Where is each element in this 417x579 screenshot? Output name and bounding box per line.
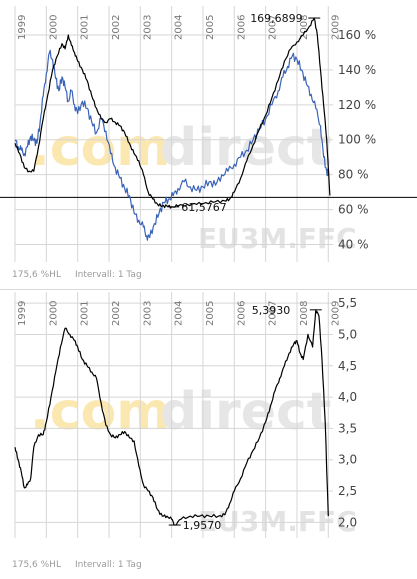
year-label: 1999 (17, 15, 28, 40)
y-tick-label: 2,5 (338, 484, 357, 498)
y-tick-label: 40 % (338, 238, 369, 252)
y-tick-label: 140 % (338, 63, 376, 77)
annotation-max: 169,6899 (250, 12, 303, 25)
year-label: 2002 (111, 15, 122, 40)
year-label: 2000 (48, 15, 59, 40)
year-label: 2002 (111, 301, 122, 326)
year-label: 2008 (299, 301, 310, 326)
series-line-compare (14, 49, 329, 241)
year-label: 2006 (236, 301, 247, 326)
y-tick-label: 5,0 (338, 327, 357, 341)
year-label: 2004 (174, 15, 185, 40)
y-tick-label: 3,0 (338, 453, 357, 467)
y-tick-label: 80 % (338, 168, 369, 182)
y-tick-label: 160 % (338, 28, 376, 42)
watermark-brand-b: direct (160, 382, 332, 442)
y-tick-label: 5,5 (338, 296, 357, 310)
annotation-min: 61,5767 (181, 201, 227, 214)
interval-label: Intervall: 1 Tag (74, 270, 142, 280)
watermark-brand-b: direct (160, 118, 332, 178)
watermark-symbol: EU3M.FFC (198, 222, 357, 255)
interval-label: Intervall: 1 Tag (74, 560, 142, 570)
year-label: 2001 (80, 301, 91, 326)
year-label: 2007 (268, 15, 279, 40)
year-label: 1999 (17, 301, 28, 326)
year-label: 2000 (48, 301, 59, 326)
y-tick-label: 120 % (338, 98, 376, 112)
chart-bottom-footer: 175,6 %HL Intervall: 1 Tag (12, 560, 142, 570)
watermark-brand-a: .com (30, 382, 171, 442)
year-label: 2003 (142, 15, 153, 40)
year-label: 2005 (205, 301, 216, 326)
scale-label: 175,6 %HL (12, 560, 61, 570)
watermark-symbol: EU3M.FFC (198, 505, 357, 538)
year-label: 2003 (142, 301, 153, 326)
y-tick-label: 4,0 (338, 390, 357, 404)
y-tick-label: 2,0 (338, 515, 357, 529)
y-tick-label: 100 % (338, 133, 376, 147)
year-label: 2005 (205, 15, 216, 40)
year-label: 2001 (80, 15, 91, 40)
annotation-min: 1,9570 (183, 519, 222, 532)
chart-panel-bottom: .com direct EU3M.FFC 2,0 2,5 3,0 3,5 4,0 4,5 5,0 5… (0, 289, 417, 579)
scale-label: 175,6 %HL (12, 270, 61, 280)
series-line-main (14, 309, 329, 526)
year-label: 2009 (330, 15, 341, 40)
y-tick-label: 3,5 (338, 421, 357, 435)
watermark-brand-a: .com (30, 118, 171, 178)
series-line-main (14, 17, 331, 209)
year-label: 2006 (236, 15, 247, 40)
year-label: 2008 (299, 15, 310, 40)
year-label: 2007 (268, 301, 279, 326)
year-label: 2004 (174, 301, 185, 326)
y-tick-label: 4,5 (338, 359, 357, 373)
annotation-max: 5,3930 (252, 304, 291, 317)
chart-top-footer: 175,6 %HL Intervall: 1 Tag (12, 270, 142, 280)
y-tick-label: 60 % (338, 203, 369, 217)
year-label: 2009 (330, 301, 341, 326)
chart-panel-top: .com direct EU3M.FFC 40 % 60 % 80 % 100 % 120 %… (0, 0, 417, 288)
